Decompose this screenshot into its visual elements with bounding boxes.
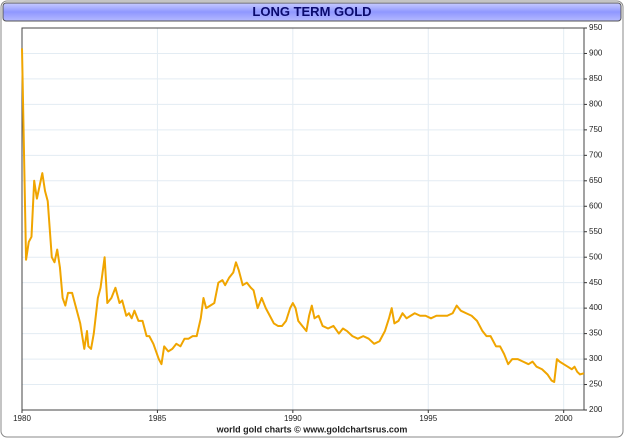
y-tick-label: 250	[589, 380, 603, 389]
x-tick-label: 1995	[419, 414, 437, 423]
plot-border	[21, 27, 585, 411]
y-tick-label: 200	[589, 405, 603, 414]
y-tick-label: 500	[589, 252, 603, 261]
plot-area	[22, 28, 584, 410]
y-tick-label: 350	[589, 329, 603, 338]
y-tick-label: 950	[589, 23, 603, 32]
y-tick-label: 650	[589, 176, 603, 185]
x-tick-label: 2000	[555, 414, 573, 423]
y-tick-label: 750	[589, 125, 603, 134]
y-tick-label: 800	[589, 100, 603, 109]
y-tick-label: 450	[589, 278, 603, 287]
chart-title: LONG TERM GOLD	[252, 4, 371, 19]
x-tick-label: 1990	[284, 414, 302, 423]
line	[21, 48, 585, 383]
y-tick-label: 850	[589, 74, 603, 83]
title-bar	[2, 2, 622, 22]
x-tick-label: 1985	[149, 414, 167, 423]
y-tick-label: 300	[589, 354, 603, 363]
y-tick-label: 700	[589, 150, 603, 159]
y-tick-label: 600	[589, 201, 603, 210]
y-tick-label: 550	[589, 227, 603, 236]
y-tick-label: 900	[589, 49, 603, 58]
y-tick-label: 400	[589, 303, 603, 312]
x-tick-label: 1980	[13, 414, 31, 423]
footer: world gold charts © www.goldchartsrus.co…	[216, 424, 408, 434]
